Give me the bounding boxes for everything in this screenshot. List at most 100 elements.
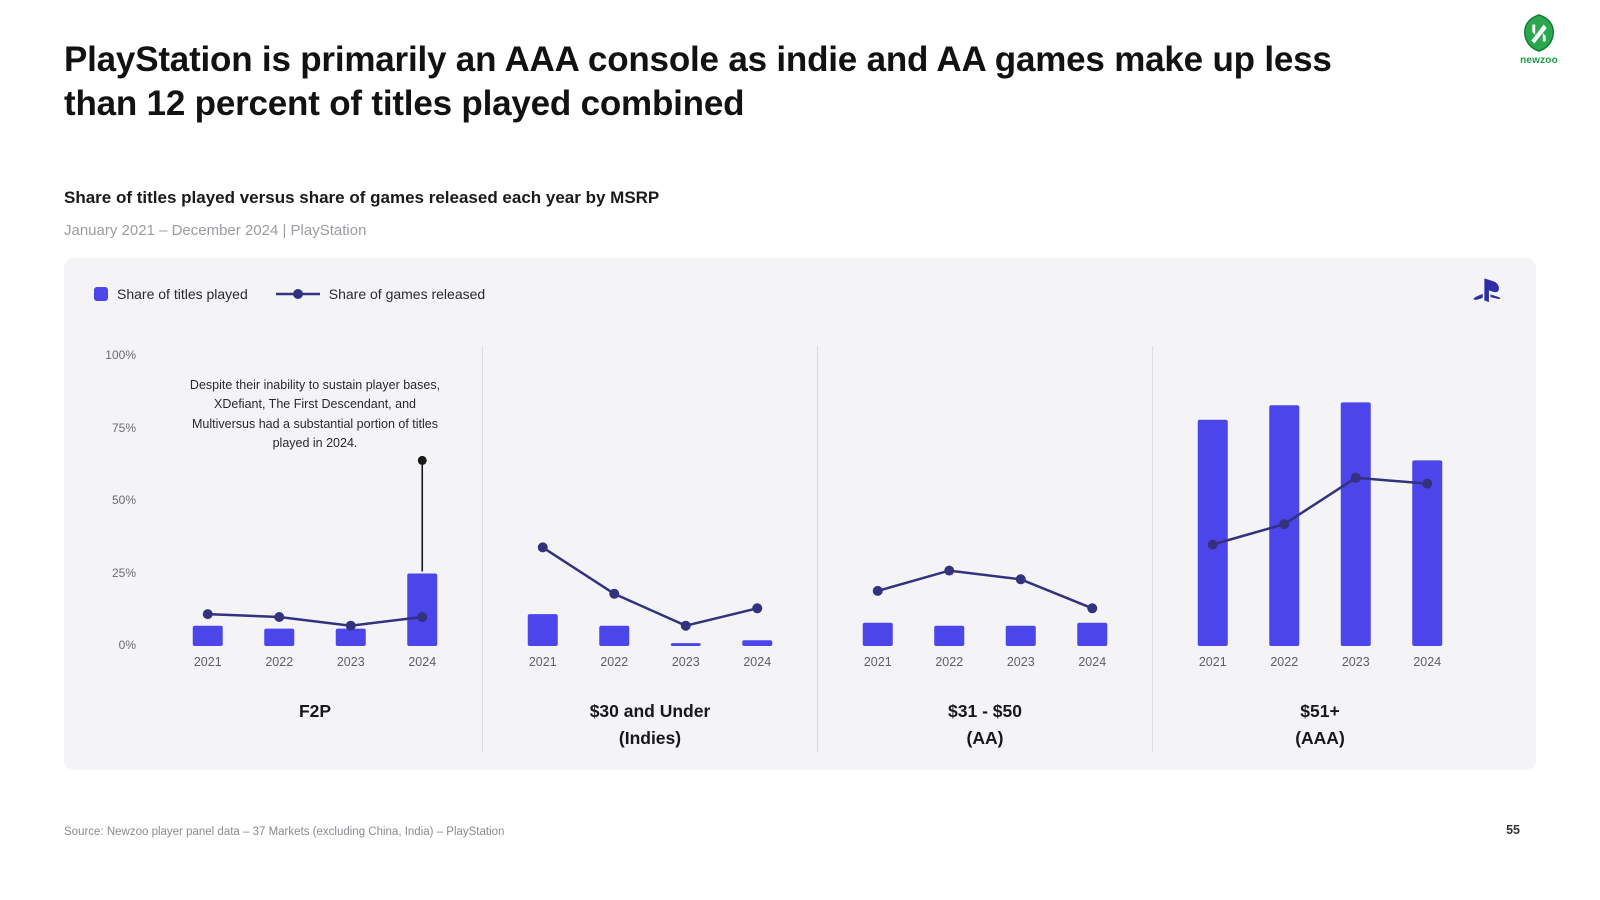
panel-plot: 2021 2022 2023 2024 <box>1197 402 1443 669</box>
panel-plot: 2021 2022 2023 2024 <box>192 455 438 669</box>
bar-2024 <box>1412 460 1443 646</box>
panel-plot: 2021 2022 2023 2024 <box>862 565 1108 669</box>
x-tick-label: 2021 <box>529 655 557 669</box>
x-tick-label: 2021 <box>194 655 222 669</box>
released-point-2022 <box>609 588 620 599</box>
legend-label-bars: Share of titles played <box>117 286 248 302</box>
chart-area: 100% 75% 50% 25% 0% 2021 2022 2023 2024 Despite… <box>86 346 1487 753</box>
x-tick-label: 2023 <box>1007 655 1035 669</box>
newzoo-wordmark: newzoo <box>1520 55 1558 66</box>
x-tick-label: 2022 <box>1270 655 1298 669</box>
newzoo-logo: newzoo <box>1518 14 1560 66</box>
slide-title: PlayStation is primarily an AAA console … <box>64 40 1332 123</box>
bar-2022 <box>264 628 295 646</box>
panel-label-line1: $31 - $50 <box>948 701 1022 721</box>
x-tick-label: 2024 <box>1078 655 1106 669</box>
page-number: 55 <box>1506 823 1520 837</box>
legend-label-line: Share of games released <box>328 286 486 302</box>
annotation-dot <box>417 455 427 465</box>
bar-2023 <box>335 628 366 646</box>
panel-label-30-and-under: $30 and Under (Indies) <box>483 698 817 752</box>
y-tick-label: 25% <box>111 565 136 580</box>
released-point-2022 <box>944 565 955 576</box>
released-line <box>1212 476 1428 546</box>
legend-item-titles-played: Share of titles played <box>94 286 248 302</box>
annotation-text: Despite their inability to sustain playe… <box>189 378 441 451</box>
chart-subtitle: Share of titles played versus share of g… <box>64 188 660 207</box>
x-tick-label: 2024 <box>743 655 771 669</box>
released-line <box>542 546 758 628</box>
bar-2022 <box>599 625 630 646</box>
panel-label-line1: $30 and Under <box>589 701 711 721</box>
released-line <box>207 612 423 627</box>
released-point-2024 <box>417 612 428 622</box>
line-swatch-icon <box>275 289 320 299</box>
released-point-2021 <box>872 585 883 596</box>
panel-label-line1: $51+ <box>1300 701 1340 721</box>
x-tick-label: 2023 <box>1342 655 1370 669</box>
legend-item-games-released: Share of games released <box>275 286 486 302</box>
released-point-2023 <box>345 620 356 631</box>
released-point-2023 <box>1015 574 1026 585</box>
bar-2024 <box>742 640 773 646</box>
plot-f2p: 2021 2022 2023 2024 <box>148 346 482 676</box>
panel-f2p: 2021 2022 2023 2024 Despite their inability… <box>148 346 482 752</box>
bar-2021 <box>1197 419 1228 646</box>
chart-legend: Share of titles played Share of games re… <box>94 286 485 302</box>
source-note: Source: Newzoo player panel data – 37 Ma… <box>64 826 505 838</box>
y-tick-label: 75% <box>111 420 136 435</box>
plot-51-plus: 2021 2022 2023 2024 <box>1153 346 1487 676</box>
y-tick-label: 50% <box>111 493 136 507</box>
bar-2022 <box>934 625 965 646</box>
bar-2023 <box>1340 402 1371 646</box>
plot-31-50: 2021 2022 2023 2024 <box>818 346 1152 676</box>
x-tick-label: 2024 <box>408 655 436 669</box>
x-tick-label: 2023 <box>672 655 700 669</box>
released-point-2022 <box>274 612 285 622</box>
bar-2024 <box>1077 622 1108 646</box>
bar-2021 <box>192 625 223 646</box>
panel-divider <box>817 346 818 753</box>
released-point-2024 <box>1422 478 1433 489</box>
bar-2024 <box>407 573 438 646</box>
released-point-2024 <box>752 603 763 614</box>
chart-card: Share of titles played Share of games re… <box>64 258 1536 770</box>
released-point-2023 <box>1350 472 1361 483</box>
x-tick-label: 2022 <box>265 655 293 669</box>
panel-label-line2: (Indies) <box>618 728 682 749</box>
y-tick-label: 100% <box>105 348 136 362</box>
released-point-2023 <box>680 620 691 631</box>
released-point-2022 <box>1279 519 1290 530</box>
x-tick-label: 2021 <box>864 655 892 669</box>
released-point-2024 <box>1087 603 1098 614</box>
panel-label-f2p: F2P <box>148 698 482 725</box>
panel-label-line1: F2P <box>298 701 332 721</box>
bar-2021 <box>527 614 558 646</box>
x-tick-label: 2021 <box>1199 655 1227 669</box>
x-tick-label: 2022 <box>935 655 963 669</box>
y-tick-label: 0% <box>118 638 136 652</box>
bar-2023 <box>1005 625 1036 646</box>
x-tick-label: 2022 <box>600 655 628 669</box>
y-axis: 100% 75% 50% 25% 0% <box>86 346 148 676</box>
bar-swatch-icon <box>94 287 108 301</box>
x-tick-label: 2024 <box>1413 655 1441 669</box>
panel-label-line2: (AAA) <box>1295 728 1345 749</box>
panel-label-51-plus: $51+ (AAA) <box>1153 698 1487 752</box>
released-point-2021 <box>537 542 548 553</box>
panel-plot: 2021 2022 2023 2024 <box>527 542 773 669</box>
panel-31-50: 2021 2022 2023 2024 $31 - $50 (AA) <box>818 346 1152 752</box>
playstation-logo <box>1473 278 1501 302</box>
released-line <box>877 569 1093 610</box>
released-point-2021 <box>1207 539 1218 550</box>
bar-2023 <box>670 643 701 646</box>
panel-51-plus: 2021 2022 2023 2024 $51+ (AAA) <box>1153 346 1487 752</box>
panel-divider <box>1152 346 1153 753</box>
panel-divider <box>482 346 483 753</box>
released-point-2021 <box>202 609 213 620</box>
panel-30-and-under: 2021 2022 2023 2024 $30 and Under (Indies) <box>483 346 817 752</box>
bar-2021 <box>862 622 893 646</box>
panel-label-31-50: $31 - $50 (AA) <box>818 698 1152 752</box>
newzoo-emblem-icon <box>1524 14 1554 52</box>
